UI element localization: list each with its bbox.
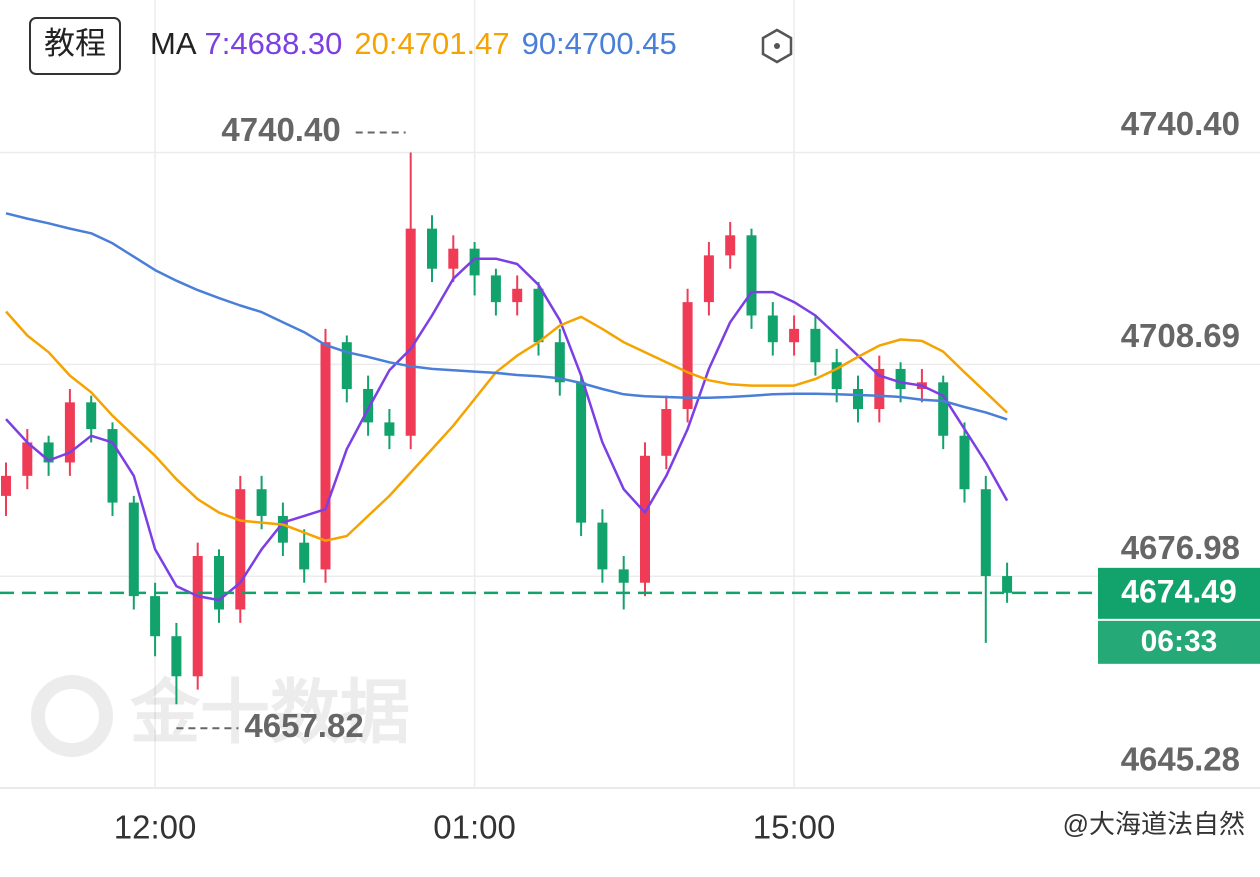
candle-body bbox=[703, 255, 714, 303]
candle-body bbox=[256, 489, 267, 516]
candle-body bbox=[107, 429, 118, 503]
candle-body bbox=[959, 435, 970, 490]
candle-body bbox=[469, 248, 480, 276]
candle-body bbox=[640, 455, 650, 583]
candle-body bbox=[235, 489, 246, 610]
candle-body bbox=[192, 556, 203, 677]
y-tick-label: 4676.98 bbox=[1121, 529, 1240, 566]
candle-body bbox=[86, 402, 97, 430]
legend-entry: 20:4701.47 bbox=[354, 26, 509, 61]
ma-line bbox=[5, 212, 1008, 421]
candle-body bbox=[64, 402, 75, 463]
candle-body bbox=[554, 342, 565, 383]
candle-body bbox=[597, 522, 608, 570]
candle-body bbox=[490, 275, 501, 303]
candle-body bbox=[874, 368, 885, 410]
candle-body bbox=[661, 409, 672, 456]
candle-body bbox=[448, 248, 459, 269]
candle-body bbox=[980, 489, 991, 577]
candle-body bbox=[363, 388, 374, 423]
legend-entry: 90:4700.45 bbox=[522, 26, 677, 61]
candle-body bbox=[171, 636, 182, 677]
y-tick-label: 4708.69 bbox=[1121, 317, 1240, 354]
candle-body bbox=[810, 328, 821, 363]
candle-body bbox=[512, 288, 523, 303]
candle-body bbox=[1, 475, 11, 496]
candle-body bbox=[789, 328, 800, 343]
settings-hexagon[interactable] bbox=[761, 28, 793, 64]
ma-line bbox=[5, 310, 1008, 542]
watermark-logo bbox=[31, 675, 113, 757]
candle-body bbox=[533, 288, 544, 343]
candle-body bbox=[767, 315, 778, 343]
candle-body bbox=[938, 382, 949, 436]
x-tick-label: 01:00 bbox=[433, 809, 516, 846]
candle-body bbox=[831, 362, 842, 389]
candle-body bbox=[150, 596, 161, 637]
y-tick-label: 4645.28 bbox=[1121, 741, 1240, 778]
max-label: 4740.40 bbox=[221, 111, 340, 148]
min-label: 4657.82 bbox=[244, 707, 363, 744]
candle-body bbox=[853, 388, 863, 410]
candle-body bbox=[576, 382, 587, 523]
candle-body bbox=[895, 368, 906, 389]
candle-body bbox=[128, 502, 139, 597]
last-price-label: 4674.49 bbox=[1121, 573, 1237, 609]
candle-body bbox=[1002, 576, 1013, 593]
y-tick-label: 4740.40 bbox=[1121, 105, 1240, 142]
candle-body bbox=[405, 228, 416, 436]
x-tick-label: 15:00 bbox=[753, 809, 836, 846]
candle-body bbox=[277, 515, 288, 543]
candle-body bbox=[299, 542, 310, 570]
settings-icon[interactable] bbox=[761, 28, 793, 64]
candle-body bbox=[725, 235, 736, 256]
candle-body bbox=[43, 442, 54, 463]
candle-body bbox=[320, 342, 331, 570]
last-price-box bbox=[1098, 567, 1260, 619]
legend-title: MA bbox=[150, 26, 197, 61]
x-tick-label: 12:00 bbox=[114, 809, 197, 846]
candle-body bbox=[214, 556, 224, 610]
candle-body bbox=[427, 228, 437, 269]
ma-line bbox=[5, 257, 1009, 602]
settings-dot[interactable] bbox=[774, 43, 780, 49]
candle-body bbox=[618, 569, 629, 583]
candle-body bbox=[384, 422, 395, 436]
author-watermark: @大海道法自然 bbox=[1063, 809, 1245, 839]
plot bbox=[1, 152, 1013, 705]
legend-entry: 7:4688.30 bbox=[205, 26, 343, 61]
candle-body bbox=[22, 442, 33, 476]
countdown-box bbox=[1098, 620, 1260, 664]
countdown-label: 06:33 bbox=[1141, 625, 1218, 658]
candle-body bbox=[682, 302, 693, 410]
candle-body bbox=[746, 235, 757, 316]
tutorial-label[interactable]: 教程 bbox=[44, 26, 106, 61]
grid bbox=[0, 0, 1260, 789]
candle-body bbox=[341, 342, 352, 389]
tutorial-button[interactable] bbox=[29, 17, 121, 75]
